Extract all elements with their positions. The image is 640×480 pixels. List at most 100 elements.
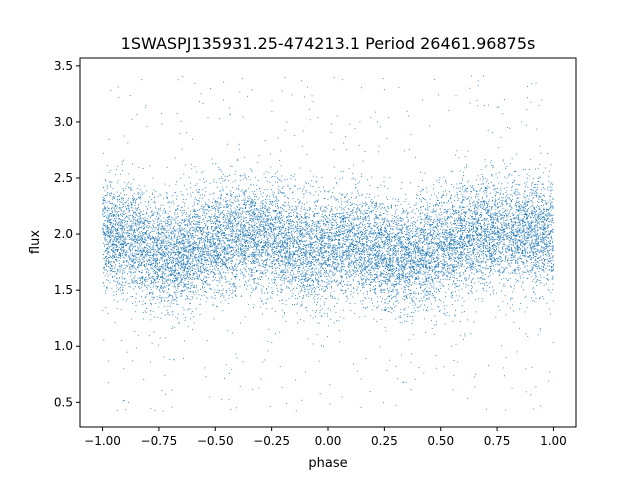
data-point [459,244,461,246]
data-point [513,235,515,237]
data-point [497,305,499,307]
data-point [519,204,521,206]
data-point [197,289,199,291]
data-point [410,253,412,255]
data-point [164,183,166,185]
data-point [212,251,214,253]
data-point [428,255,430,257]
data-point [301,303,303,305]
data-point [116,223,118,225]
data-point [179,242,180,244]
data-point [383,402,384,404]
data-point [126,351,128,353]
data-point [224,197,226,199]
data-point [492,165,494,167]
data-point [435,211,437,213]
data-point [423,260,425,262]
data-point [394,204,396,206]
data-point [527,335,529,337]
data-point [106,279,108,281]
data-point [502,160,504,162]
data-point [346,239,348,241]
data-point [452,266,453,268]
data-point [147,251,149,253]
data-point [383,245,385,247]
data-point [230,114,232,116]
data-point [216,250,218,252]
data-point [527,223,529,225]
data-point [276,267,278,269]
data-point [403,212,405,214]
data-point [477,80,479,82]
data-point [225,237,227,239]
data-point [414,302,416,304]
data-point [528,222,530,224]
data-point [180,260,182,262]
data-point [443,256,445,258]
data-point [122,215,124,217]
data-point [285,258,287,260]
data-point [536,231,538,233]
data-point [320,267,322,268]
data-point [291,257,293,259]
data-point [517,251,519,253]
data-point [497,264,499,266]
data-point [399,267,401,269]
data-point [202,259,204,261]
data-point [219,240,221,242]
data-point [427,246,429,248]
data-point [460,191,462,193]
data-point [179,262,181,264]
data-point [231,165,233,167]
data-point [393,286,395,288]
data-point [459,182,461,184]
data-point [271,231,273,233]
data-point [513,180,515,182]
data-point [409,316,411,318]
data-point [353,218,355,220]
data-point [433,254,435,256]
data-point [134,228,136,230]
data-point [137,258,139,260]
data-point [357,263,359,265]
data-point [336,245,338,247]
data-point [491,258,493,260]
data-point [148,245,150,247]
data-point [473,187,475,189]
data-point [333,256,335,258]
data-point [139,196,141,197]
data-point [320,232,322,234]
data-point [524,204,526,206]
data-point [139,277,141,279]
data-point [468,224,470,226]
data-point [132,265,134,267]
data-point [354,232,356,234]
data-point [410,266,412,268]
data-point [398,264,400,266]
data-point [511,271,513,273]
data-point [444,250,446,251]
data-point [158,247,160,249]
data-point [407,316,408,317]
data-point [182,76,184,77]
data-point [304,228,306,230]
data-point [245,242,246,244]
data-point [517,215,519,217]
data-point [335,268,337,270]
data-point [207,255,209,256]
data-point [291,264,293,266]
data-point [527,201,529,203]
data-point [272,249,274,250]
data-point [231,234,233,236]
data-point [149,278,151,280]
data-point [229,220,231,222]
data-point [175,209,177,211]
data-point [116,287,118,289]
data-point [161,286,163,288]
data-point [467,397,468,399]
data-point [388,246,390,247]
data-point [450,271,452,273]
data-point [140,262,142,264]
data-point [321,233,323,235]
data-point [329,229,330,231]
